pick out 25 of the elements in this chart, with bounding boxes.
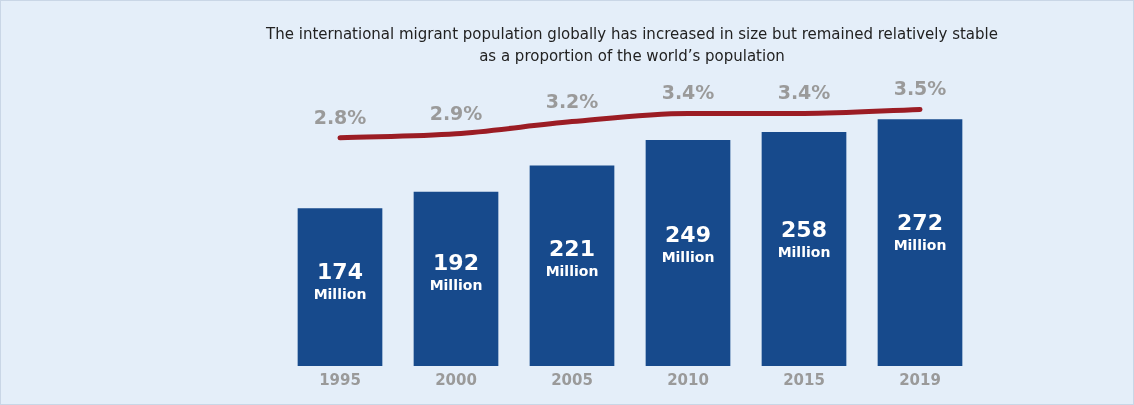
bar — [877, 119, 963, 366]
x-tick-label: 2015 — [783, 370, 825, 389]
data-label: 2.9% — [429, 101, 483, 124]
data-label: 3.4% — [661, 81, 715, 104]
data-label: 192 Million — [429, 250, 483, 294]
data-label: 3.5% — [893, 77, 947, 100]
x-tick-label: 2005 — [551, 370, 593, 389]
x-tick-label: 2010 — [667, 370, 709, 389]
data-label: 174 Million — [313, 259, 367, 303]
bar — [645, 140, 731, 366]
data-label: 258 Million — [777, 217, 831, 261]
x-tick-label: 2019 — [899, 370, 941, 389]
x-tick-label: 1995 — [319, 370, 361, 389]
data-label: 3.2% — [545, 89, 599, 112]
data-label: 249 Million — [661, 221, 715, 265]
x-tick-label: 2000 — [435, 370, 477, 389]
chart-title: The international migrant population globally has increased in size but remained relatively stable as a proportion of the world’s population — [265, 24, 999, 67]
data-label: 272 Million — [893, 210, 947, 254]
data-label: 3.4% — [777, 81, 831, 104]
data-label: 221 Million — [545, 235, 599, 279]
bar — [761, 131, 847, 366]
bar — [297, 208, 383, 366]
bar — [529, 165, 615, 366]
data-label: 2.8% — [313, 105, 367, 128]
bar — [413, 191, 499, 366]
